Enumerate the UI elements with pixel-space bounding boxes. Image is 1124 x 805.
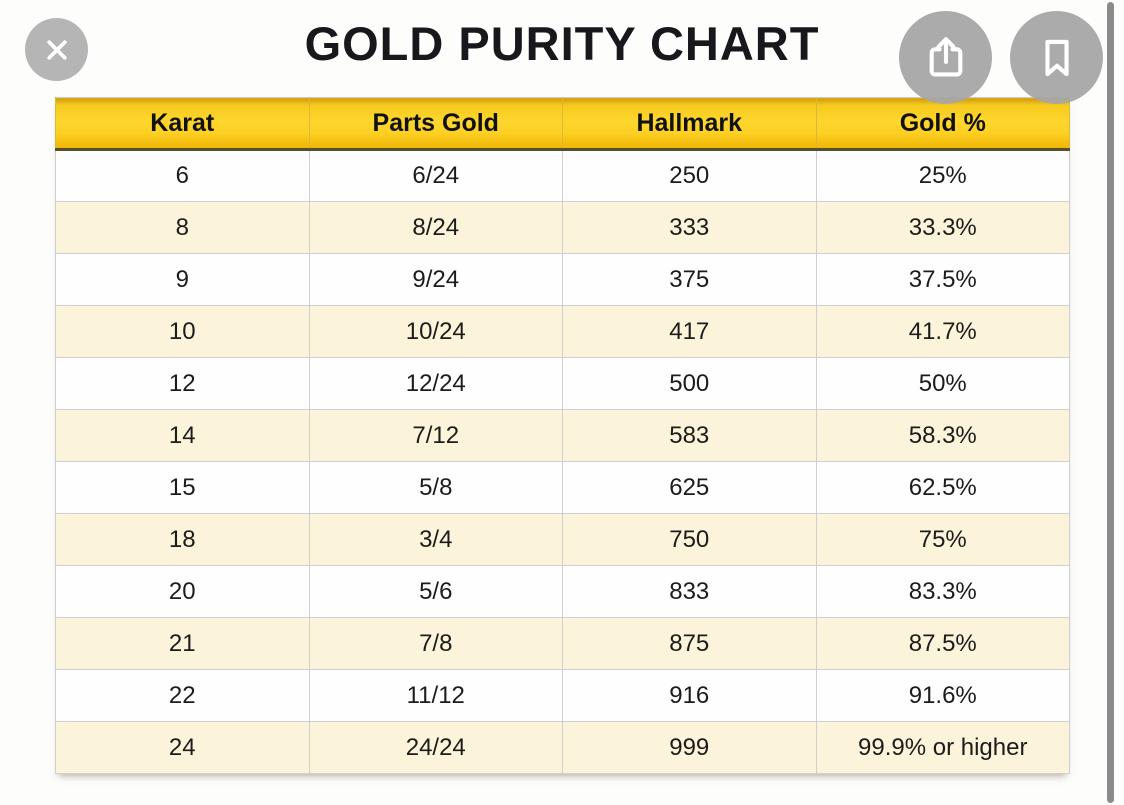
table-cell: 333 [562, 201, 817, 254]
table-row: 15 5/8 625 62.5% [55, 461, 1070, 514]
table-row: 9 9/24 375 37.5% [55, 253, 1070, 306]
vertical-scrollbar[interactable] [1107, 2, 1114, 803]
table-cell: 20 [55, 565, 310, 618]
column-header: Karat [55, 97, 310, 151]
share-icon [920, 32, 972, 84]
table-cell: 24/24 [308, 721, 563, 774]
table-cell: 750 [562, 513, 817, 566]
table-cell: 24 [55, 721, 310, 774]
table-cell: 22 [55, 669, 310, 722]
table-row: 6 6/24 250 25% [55, 149, 1070, 202]
table-cell: 11/12 [308, 669, 563, 722]
table-row: 18 3/4 750 75% [55, 513, 1070, 566]
table-row: 22 11/12 916 91.6% [55, 669, 1070, 722]
table-cell: 10/24 [308, 305, 563, 358]
table-cell: 875 [562, 617, 817, 670]
column-header: Gold % [815, 97, 1070, 151]
table-cell: 5/8 [308, 461, 563, 514]
table-cell: 75% [815, 513, 1070, 566]
table-row: 20 5/6 833 83.3% [55, 565, 1070, 618]
table-cell: 12/24 [308, 357, 563, 410]
column-header: Parts Gold [308, 97, 563, 151]
close-icon [40, 33, 74, 67]
table-cell: 99.9% or higher [815, 721, 1070, 774]
table-row: 12 12/24 500 50% [55, 357, 1070, 410]
table-row: 14 7/12 583 58.3% [55, 409, 1070, 462]
table-cell: 250 [562, 149, 817, 202]
table-cell: 87.5% [815, 617, 1070, 670]
bookmark-icon [1031, 32, 1083, 84]
table-cell: 14 [55, 409, 310, 462]
table-cell: 12 [55, 357, 310, 410]
table-cell: 41.7% [815, 305, 1070, 358]
table-cell: 3/4 [308, 513, 563, 566]
table-cell: 58.3% [815, 409, 1070, 462]
table-row: 24 24/24 999 99.9% or higher [55, 721, 1070, 774]
gold-purity-table-container: Karat Parts Gold Hallmark Gold % 6 6/24 250 25… [55, 97, 1070, 774]
table-cell: 500 [562, 357, 817, 410]
table-cell: 7/8 [308, 617, 563, 670]
table-header-row: Karat Parts Gold Hallmark Gold % [55, 97, 1070, 151]
table-cell: 15 [55, 461, 310, 514]
table-cell: 999 [562, 721, 817, 774]
table-cell: 7/12 [308, 409, 563, 462]
table-cell: 833 [562, 565, 817, 618]
table-cell: 37.5% [815, 253, 1070, 306]
share-button[interactable] [899, 11, 992, 104]
gold-purity-table: Karat Parts Gold Hallmark Gold % 6 6/24 250 25… [55, 97, 1070, 774]
table-cell: 10 [55, 305, 310, 358]
table-cell: 625 [562, 461, 817, 514]
table-row: 21 7/8 875 87.5% [55, 617, 1070, 670]
bookmark-button[interactable] [1010, 11, 1103, 104]
table-cell: 8/24 [308, 201, 563, 254]
table-cell: 417 [562, 305, 817, 358]
column-header: Hallmark [562, 97, 817, 151]
table-cell: 62.5% [815, 461, 1070, 514]
table-row: 10 10/24 417 41.7% [55, 305, 1070, 358]
table-cell: 5/6 [308, 565, 563, 618]
table-cell: 18 [55, 513, 310, 566]
table-cell: 583 [562, 409, 817, 462]
table-cell: 33.3% [815, 201, 1070, 254]
table-cell: 83.3% [815, 565, 1070, 618]
table-cell: 9/24 [308, 253, 563, 306]
table-cell: 25% [815, 149, 1070, 202]
table-cell: 50% [815, 357, 1070, 410]
table-cell: 916 [562, 669, 817, 722]
table-cell: 9 [55, 253, 310, 306]
table-cell: 91.6% [815, 669, 1070, 722]
table-row: 8 8/24 333 33.3% [55, 201, 1070, 254]
page-title: GOLD PURITY CHART [304, 17, 820, 70]
table-cell: 21 [55, 617, 310, 670]
table-cell: 6 [55, 149, 310, 202]
close-button[interactable] [25, 18, 88, 81]
table-cell: 8 [55, 201, 310, 254]
table-cell: 375 [562, 253, 817, 306]
table-cell: 6/24 [308, 149, 563, 202]
